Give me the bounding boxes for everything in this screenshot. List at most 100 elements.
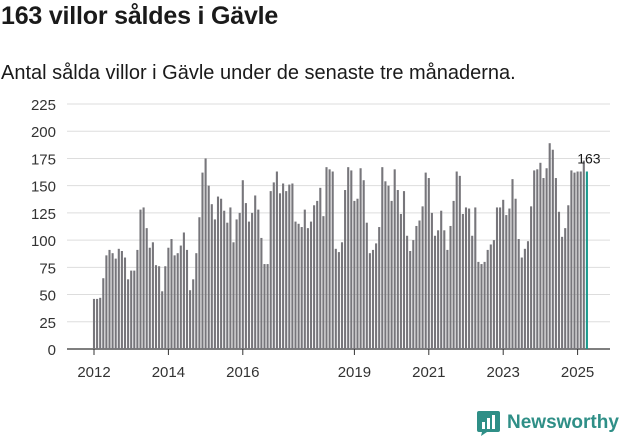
bar: [489, 244, 492, 349]
bar: [244, 203, 247, 349]
bar: [499, 207, 502, 349]
bar: [213, 219, 216, 349]
bar: [384, 181, 387, 349]
bar: [207, 185, 210, 349]
bar: [557, 211, 561, 349]
bar: [337, 252, 340, 349]
bar: [136, 249, 139, 349]
bar: [192, 279, 195, 349]
bar: [561, 236, 564, 349]
bar: [266, 264, 269, 349]
bar: [340, 242, 344, 349]
bar: [579, 171, 582, 349]
bar: [303, 209, 306, 349]
bar: [502, 199, 505, 349]
bar: [375, 243, 378, 349]
bar: [396, 190, 399, 349]
bar: [201, 172, 204, 349]
bar: [182, 232, 185, 349]
bar: [210, 204, 213, 349]
bar: [185, 249, 189, 349]
bar: [319, 187, 322, 349]
bar: [229, 207, 232, 349]
bar: [247, 221, 251, 349]
bar: [440, 210, 443, 349]
bar: [402, 191, 406, 349]
bar: [288, 184, 291, 349]
bar: [263, 264, 266, 349]
bar: [539, 162, 542, 349]
bar: [446, 249, 449, 349]
bar: [353, 200, 356, 349]
bar: [306, 228, 309, 349]
bar: [545, 168, 548, 349]
bar: [142, 207, 145, 349]
bar: [427, 178, 430, 349]
bar: [505, 215, 508, 349]
bar: [251, 212, 254, 349]
bar: [570, 170, 573, 349]
bar: [390, 200, 393, 349]
bar: [300, 227, 303, 349]
bar: [378, 227, 381, 349]
y-tick-label: 25: [39, 315, 56, 332]
y-tick-label: 175: [31, 151, 56, 168]
bar: [161, 291, 164, 349]
annotations: 163: [577, 151, 601, 167]
bar: [241, 180, 244, 349]
bar: [334, 248, 337, 349]
bar: [433, 235, 437, 349]
bar: [347, 167, 350, 349]
bar: [449, 225, 452, 349]
brand-name: Newsworthy: [507, 412, 619, 433]
latest-value-label: 163: [577, 151, 601, 167]
bar: [111, 253, 114, 349]
bar: [511, 179, 514, 349]
bar: [520, 257, 523, 349]
bar: [368, 253, 371, 349]
bar: [412, 240, 415, 349]
bar: [257, 209, 260, 349]
bar: [275, 171, 278, 349]
x-tick-label: 2012: [77, 364, 110, 381]
bar: [517, 239, 520, 349]
bar: [167, 247, 170, 349]
bar: [406, 235, 409, 349]
bar: [285, 191, 288, 349]
bar: [291, 183, 294, 349]
bar: [415, 225, 418, 349]
y-tick-label: 50: [39, 288, 56, 305]
bar: [108, 249, 111, 349]
bar: [464, 207, 468, 349]
bar-series: [92, 143, 588, 349]
bar: [158, 266, 161, 349]
bar: [220, 198, 223, 349]
bar: [117, 248, 120, 349]
newsworthy-logo-icon: [477, 410, 500, 436]
bar: [551, 149, 554, 349]
bar: [176, 253, 179, 349]
bar: [173, 255, 176, 349]
x-tick-label: 2019: [338, 364, 371, 381]
bar: [309, 221, 313, 349]
x-axis-ticks: 2012 2014 2016 2019 2021 2023 2025: [77, 349, 594, 381]
bar: [393, 169, 396, 349]
bar: [365, 222, 368, 349]
bar: [492, 240, 495, 349]
bar: [443, 230, 446, 349]
bar: [154, 265, 158, 349]
bar: [409, 251, 412, 349]
bar: [458, 175, 461, 349]
bar: [530, 206, 533, 349]
bar: [387, 185, 390, 349]
bar: [548, 143, 551, 349]
bar: [325, 167, 328, 349]
bar: [514, 198, 517, 349]
bar: [189, 290, 192, 349]
bar: [102, 278, 105, 349]
chart-subtitle: Antal sålda villor i Gävle under de sena…: [1, 62, 516, 84]
bar: [133, 270, 136, 349]
bar: [164, 266, 167, 349]
bar: [421, 206, 424, 349]
bar: [226, 222, 229, 349]
